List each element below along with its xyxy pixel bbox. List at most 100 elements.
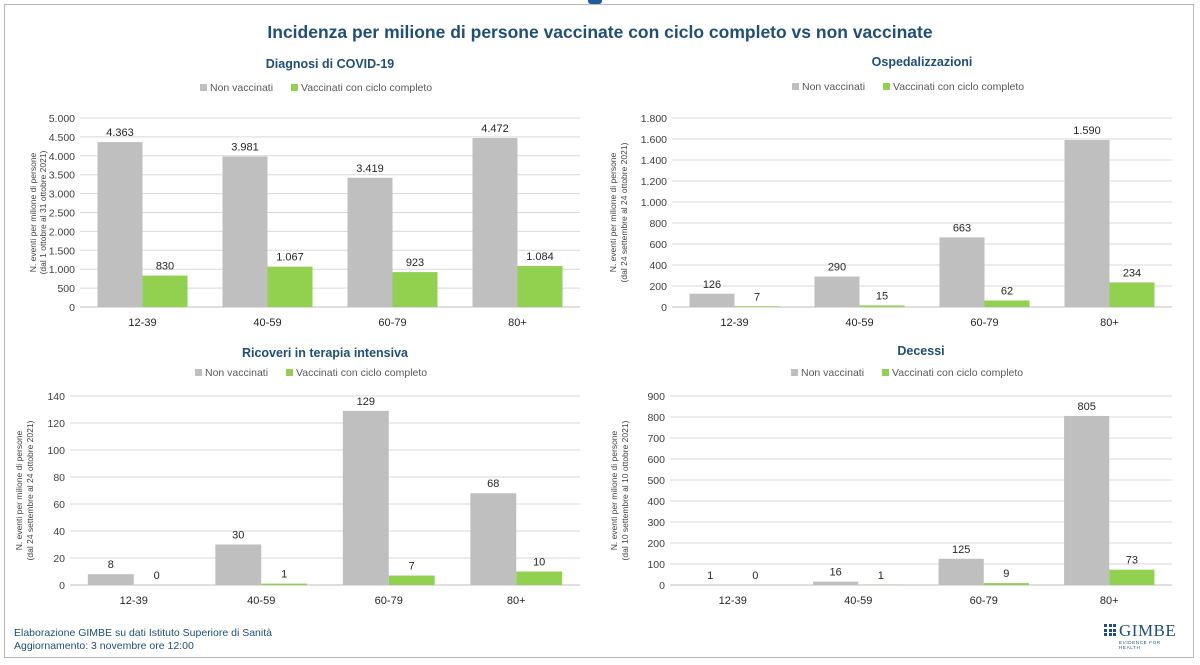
x-tick-label: 40-59 [844,595,872,607]
bar-non-vaccinati [472,137,518,307]
x-tick-label: 60-79 [375,595,403,607]
data-label: 805 [1077,401,1095,413]
bar-non-vaccinati [87,574,134,585]
bar-vaccinati [734,306,780,307]
legend-swatch-non-vaccinati [792,83,799,90]
bar-vaccinati [388,575,435,585]
y-tick-label: 900 [647,391,665,403]
footer: Elaborazione GIMBE su dati Istituto Supe… [14,627,272,653]
x-tick-label: 80+ [508,317,527,329]
y-tick-label: 2.500 [49,208,75,220]
data-label: 0 [752,570,758,582]
footer-source: Elaborazione GIMBE su dati Istituto Supe… [14,627,272,639]
legend-swatch-vaccinati [286,369,293,376]
bar-non-vaccinati [938,558,984,585]
x-tick-label: 80+ [1100,317,1119,329]
y-tick-label: 300 [647,517,665,529]
bar-vaccinati [983,583,1029,585]
bar-vaccinati [516,571,563,585]
legend-label: Vaccinati con ciclo completo [296,367,427,379]
logo-grid-icon [1104,624,1116,636]
legend-label: Vaccinati con ciclo completo [301,82,432,94]
y-tick-label: 800 [649,218,667,230]
data-label: 30 [232,530,244,542]
y-tick-label: 2.000 [49,226,75,238]
data-label: 16 [830,567,842,579]
y-tick-label: 600 [649,239,667,251]
bar-non-vaccinati [347,177,393,307]
y-tick-label: 120 [47,418,65,430]
bar-non-vaccinati [470,493,517,585]
legend-swatch-non-vaccinati [200,84,207,91]
y-tick-label: 200 [649,281,667,293]
y-axis-label-period: (dal 24 settembre al 24 ottobre 2021) [619,142,629,282]
y-tick-label: 600 [647,454,665,466]
y-tick-label: 400 [647,496,665,508]
y-tick-label: 4.500 [49,132,75,144]
x-tick-label: 60-79 [970,317,998,329]
data-label: 1.084 [526,251,554,263]
data-label: 290 [828,262,846,274]
y-tick-label: 200 [647,538,665,550]
y-tick-label: 60 [53,499,65,511]
bar-vaccinati [392,272,438,307]
x-tick-label: 12-39 [720,317,748,329]
x-tick-label: 40-59 [253,317,281,329]
chart-4: Decessi Non vaccinati Vaccinati con ciclo … [609,344,1172,607]
top-edge-mark [588,0,602,4]
x-tick-label: 60-79 [378,317,406,329]
y-axis-label: N. eventi per milione di persone [14,430,24,550]
bar-non-vaccinati [222,156,268,307]
y-tick-label: 4.000 [49,151,75,163]
y-axis-label-period: (dal 1 ottobre al 31 ottobre 2021) [38,150,48,274]
data-label: 0 [154,570,160,582]
data-label: 1 [707,570,713,582]
x-tick-label: 40-59 [247,595,275,607]
data-label: 234 [1123,267,1141,279]
chart-title: Ricoveri in terapia intensiva [242,346,409,360]
x-tick-label: 40-59 [845,317,873,329]
x-tick-label: 12-39 [128,317,156,329]
data-label: 73 [1126,555,1138,567]
bar-non-vaccinati [814,276,860,307]
logo-text: GIMBE [1119,621,1177,640]
y-tick-label: 140 [47,391,65,403]
y-tick-label: 100 [47,445,65,457]
bar-non-vaccinati [1064,415,1110,585]
y-tick-label: 700 [647,433,665,445]
chart-2: Ospedalizzazioni Non vaccinati Vaccinati c… [608,55,1172,329]
chart-1: Diagnosi di COVID-19 Non vaccinati Vaccina… [28,57,580,329]
y-axis-label-period: (dal 10 settembre al 10 ottobre 2021) [620,420,630,560]
y-tick-label: 0 [661,302,667,314]
bar-vaccinati [1109,282,1155,307]
y-axis-label: N. eventi per milione di persone [608,152,618,272]
bar-vaccinati [261,583,308,585]
data-label: 1.590 [1073,125,1101,137]
bar-vaccinati [142,275,188,307]
legend-label: Non vaccinati [801,367,864,379]
data-label: 1 [878,570,884,582]
y-tick-label: 1.000 [641,197,667,209]
data-label: 126 [703,279,721,291]
footer-updated: Aggiornamento: 3 novembre ore 12:00 [14,640,194,652]
y-tick-label: 20 [53,553,65,565]
y-tick-label: 3.000 [49,189,75,201]
y-tick-label: 100 [647,559,665,571]
bar-non-vaccinati [939,237,985,307]
y-tick-label: 800 [647,412,665,424]
y-tick-label: 1.200 [641,176,667,188]
y-tick-label: 1.000 [49,264,75,276]
legend-label: Vaccinati con ciclo completo [892,367,1023,379]
data-label: 125 [952,544,970,556]
chart-title: Decessi [897,344,944,358]
bar-non-vaccinati [342,410,389,585]
data-label: 7 [409,561,415,573]
data-label: 129 [357,396,375,408]
gimbe-logo: GIMBE EVIDENCE FOR HEALTH [1104,621,1180,650]
chart-3: Ricoveri in terapia intensiva Non vaccina… [14,346,580,607]
y-tick-label: 80 [53,472,65,484]
x-tick-label: 60-79 [970,595,998,607]
legend-swatch-non-vaccinati [791,369,798,376]
x-tick-label: 80+ [1100,595,1119,607]
